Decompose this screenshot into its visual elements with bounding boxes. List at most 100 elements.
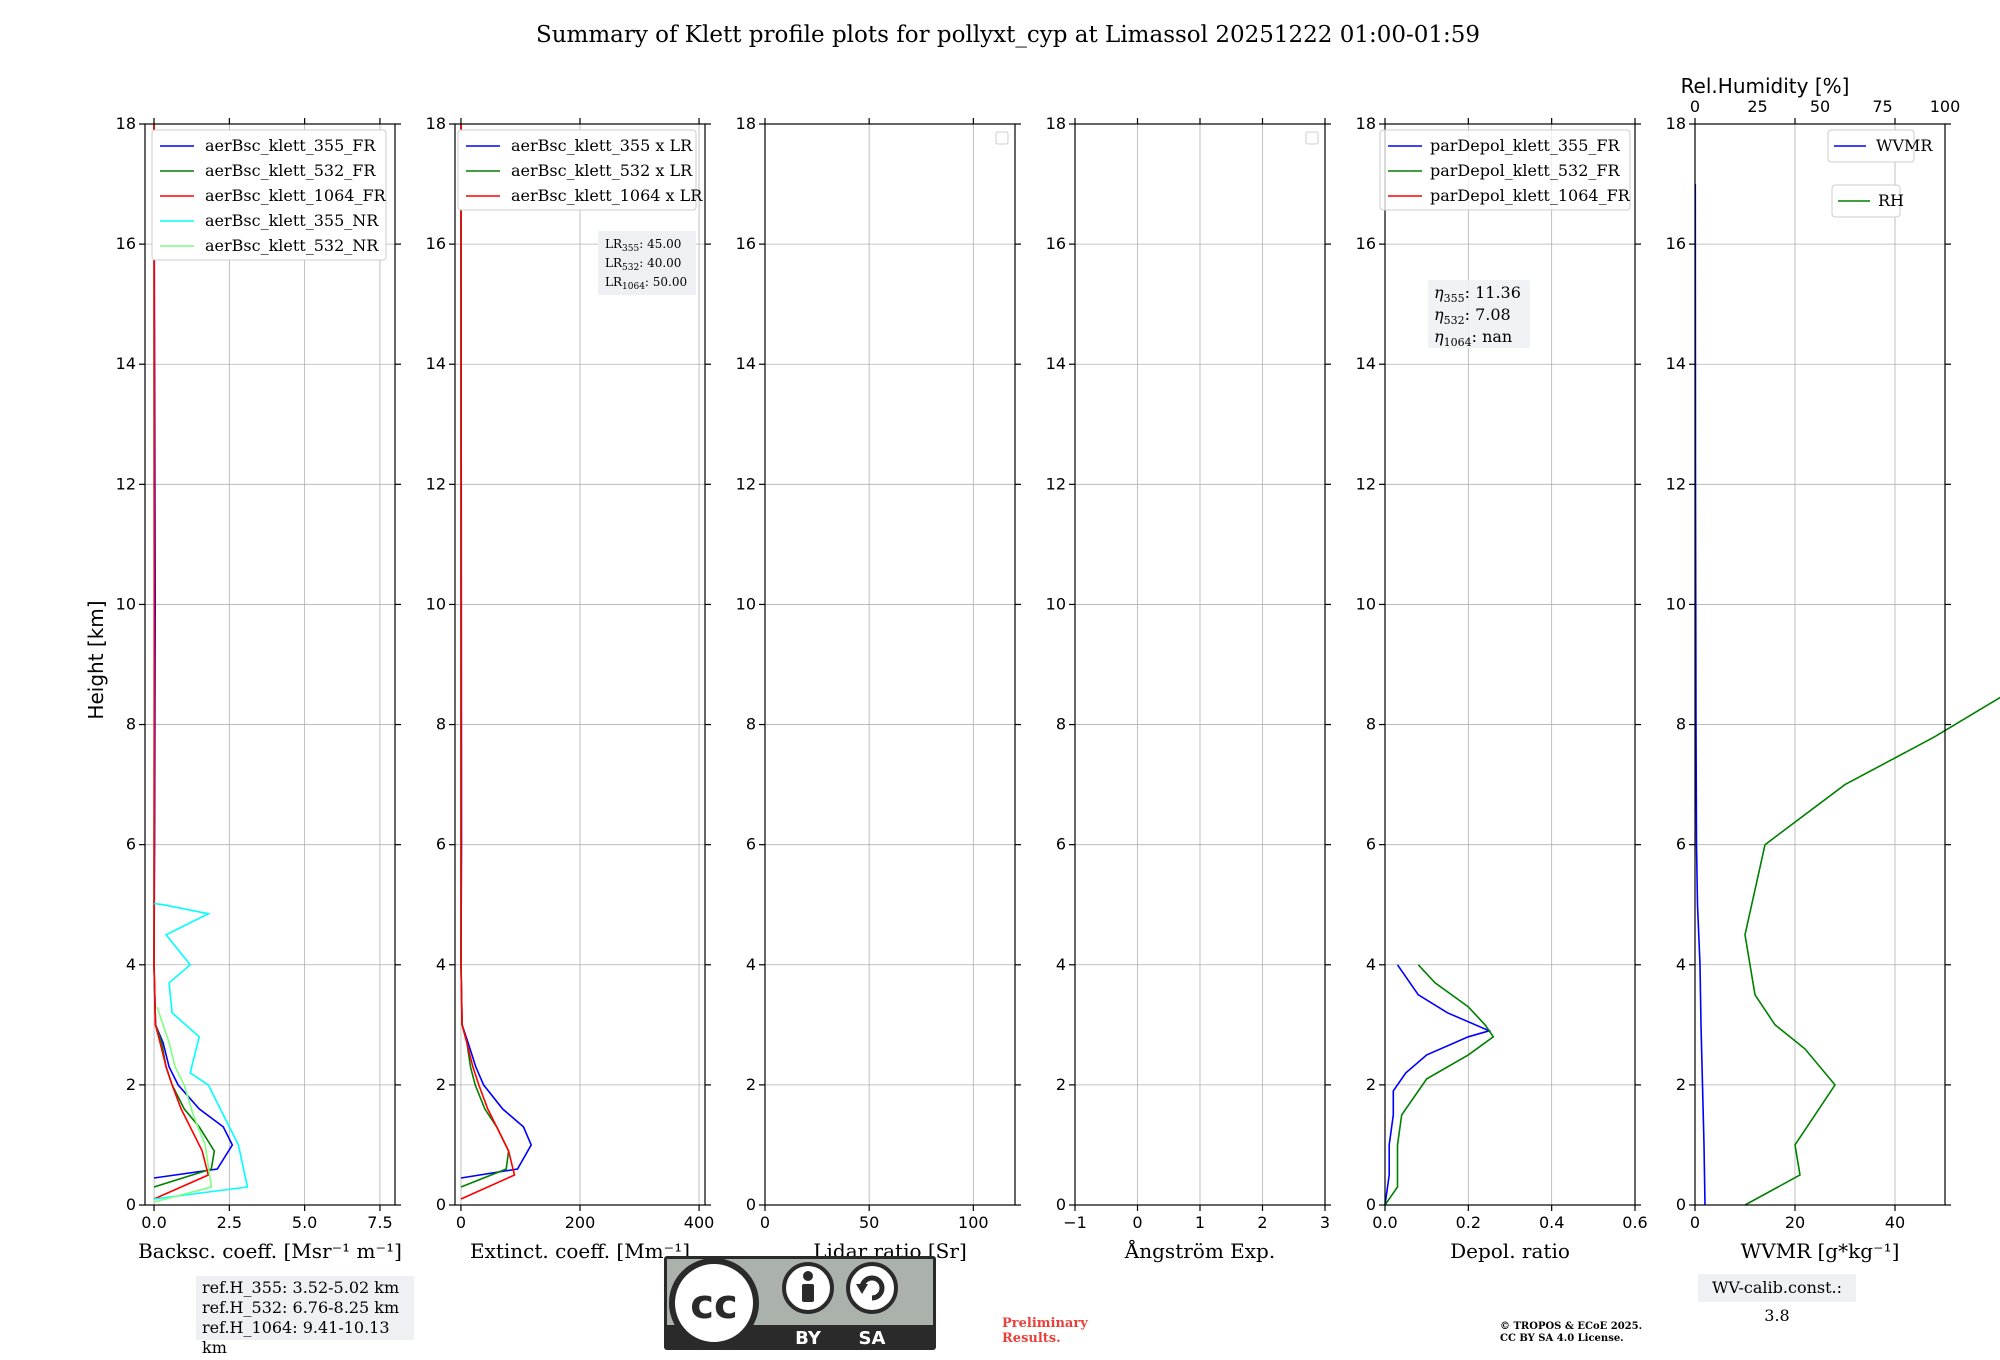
x-tick-label: 2: [1257, 1213, 1267, 1232]
y-tick-label: 12: [116, 474, 136, 493]
legend-entry: aerBsc_klett_1064 x LR: [511, 186, 703, 205]
x-tick-label: 0.6: [1622, 1213, 1647, 1232]
x-axis-label: Depol. ratio: [1450, 1239, 1570, 1263]
y-tick-label: 16: [736, 234, 756, 253]
y-tick-label: 6: [436, 835, 446, 854]
x-tick-label: 0.0: [1372, 1213, 1397, 1232]
by-label: BY: [795, 1328, 822, 1349]
x-axis-label: Backsc. coeff. [Msr⁻¹ m⁻¹]: [138, 1239, 402, 1263]
x-tick-label: 40: [1885, 1213, 1905, 1232]
preliminary-line: Preliminary: [1002, 1316, 1088, 1331]
x-tick-label: 100: [958, 1213, 989, 1232]
y-tick-label: 8: [436, 715, 446, 734]
preliminary-line: Results.: [1002, 1331, 1061, 1346]
y-tick-label: 6: [126, 835, 136, 854]
panel-backscatter: 0 2 4 6 8 10 12 14 16 18 0.0 2.5 5.0 7.5 Backsc. coeff…: [116, 114, 402, 1263]
y-tick-label: 12: [1046, 474, 1066, 493]
legend-entry: RH: [1878, 191, 1904, 210]
ref-h-1064: ref.H_1064: 9.41-10.13 km: [202, 1318, 390, 1357]
legend-entry: aerBsc_klett_355_FR: [205, 136, 376, 155]
ref-h-355: ref.H_355: 3.52-5.02 km: [202, 1278, 400, 1297]
extinction-legend: aerBsc_klett_355 x LR aerBsc_klett_532 x…: [457, 129, 703, 211]
y-tick-label: 8: [1056, 715, 1066, 734]
legend-frame: [995, 131, 1009, 145]
panel-extinction: 0 2 4 6 8 10 12 14 16 18 0 200 400 Extinct. coeff. [M…: [426, 114, 715, 1263]
legend-entry: aerBsc_klett_532 x LR: [511, 161, 693, 180]
annotation-frame: [1428, 280, 1530, 348]
y-tick-label: 0: [1676, 1195, 1686, 1214]
cc-by-sa-license-logo: cc BY SA: [664, 1256, 936, 1350]
share-alike-icon: [846, 1262, 898, 1314]
legend-entry: aerBsc_klett_1064_FR: [205, 186, 387, 205]
figure-title: Summary of Klett profile plots for polly…: [536, 22, 1480, 48]
axes-frame: [1384, 123, 1636, 1206]
y-tick-label: 8: [126, 715, 136, 734]
x-tick-label: 0.0: [141, 1213, 166, 1232]
x-tick-label: 20: [1785, 1213, 1805, 1232]
y-tick-label: 4: [746, 955, 756, 974]
y-tick-label: 8: [1676, 715, 1686, 734]
y-tick-label: 16: [426, 234, 446, 253]
cc-text: cc: [690, 1282, 737, 1328]
y-tick-label: 18: [1046, 114, 1066, 133]
axes-frame: [764, 123, 1016, 1206]
wvmr-legend: WVMR: [1827, 129, 1933, 163]
series-line-aerBsc_klett_1064_FR: [153, 123, 210, 1200]
top-x-tick-label: 25: [1747, 97, 1767, 116]
x-tick-label: 0.2: [1456, 1213, 1481, 1232]
y-tick-label: 6: [1366, 835, 1376, 854]
series-line-parDepol_klett_532_FR: [1384, 964, 1495, 1206]
y-tick-label: 18: [1356, 114, 1376, 133]
eta-1064-text: η1064: nan: [1434, 327, 1512, 349]
y-tick-label: 0: [126, 1195, 136, 1214]
x-tick-label: 200: [565, 1213, 596, 1232]
y-tick-label: 8: [1366, 715, 1376, 734]
copyright-note: © TROPOS & ECoE 2025. CC BY SA 4.0 Licen…: [1500, 1321, 1642, 1345]
y-tick-label: 2: [436, 1075, 446, 1094]
x-tick-label: 0: [1690, 1213, 1700, 1232]
x-tick-label: 0.4: [1539, 1213, 1564, 1232]
y-tick-label: 0: [1366, 1195, 1376, 1214]
y-tick-label: 4: [436, 955, 446, 974]
preliminary-results-note: Preliminary Results.: [1002, 1316, 1088, 1346]
top-x-tick-label: 100: [1930, 97, 1961, 116]
y-tick-label: 4: [1056, 955, 1066, 974]
y-tick-label: 18: [736, 114, 756, 133]
y-tick-label: 2: [1056, 1075, 1066, 1094]
ref-h-532: ref.H_532: 6.76-8.25 km: [202, 1298, 400, 1317]
y-tick-label: 12: [426, 474, 446, 493]
y-tick-label: 10: [116, 594, 136, 613]
lidar-ratio-annotation: LR355: 45.00 LR532: 40.00 LR1064: 50.00: [598, 231, 696, 295]
y-tick-label: 12: [1356, 474, 1376, 493]
y-tick-label: 14: [1666, 354, 1686, 373]
x-tick-label: 7.5: [367, 1213, 392, 1232]
sa-label: SA: [859, 1328, 886, 1349]
x-tick-label: 50: [859, 1213, 879, 1232]
y-tick-label: 18: [426, 114, 446, 133]
top-x-tick-label: 75: [1872, 97, 1892, 116]
x-tick-label: 0: [760, 1213, 770, 1232]
y-tick-label: 2: [1366, 1075, 1376, 1094]
y-tick-label: 2: [746, 1075, 756, 1094]
eta-532-text: η532: 7.08: [1434, 305, 1511, 327]
series-line-aerBsc_klett_532_NR: [153, 1006, 213, 1203]
y-tick-label: 6: [1676, 835, 1686, 854]
x-tick-label: 0: [1132, 1213, 1142, 1232]
y-tick-label: 14: [736, 354, 756, 373]
y-tick-label: 12: [1666, 474, 1686, 493]
reference-height-box: ref.H_355: 3.52-5.02 km ref.H_532: 6.76-…: [196, 1276, 414, 1357]
lr-355-text: LR355: 45.00: [605, 237, 681, 254]
x-tick-label: 0: [456, 1213, 466, 1232]
backscatter-legend: aerBsc_klett_355_FR aerBsc_klett_532_FR …: [151, 129, 387, 261]
series-line-aerBsc_klett_355_FR: [153, 123, 234, 1179]
series-line-aerBsc_klett_1064 x LR: [460, 124, 516, 1200]
share-alike-arrowhead: [856, 1284, 868, 1294]
attribution-head: [803, 1271, 813, 1281]
y-tick-label: 2: [126, 1075, 136, 1094]
depol-legend: parDepol_klett_355_FR parDepol_klett_532…: [1379, 129, 1631, 211]
legend-frame: [1379, 129, 1631, 211]
y-tick-label: 10: [1046, 594, 1066, 613]
